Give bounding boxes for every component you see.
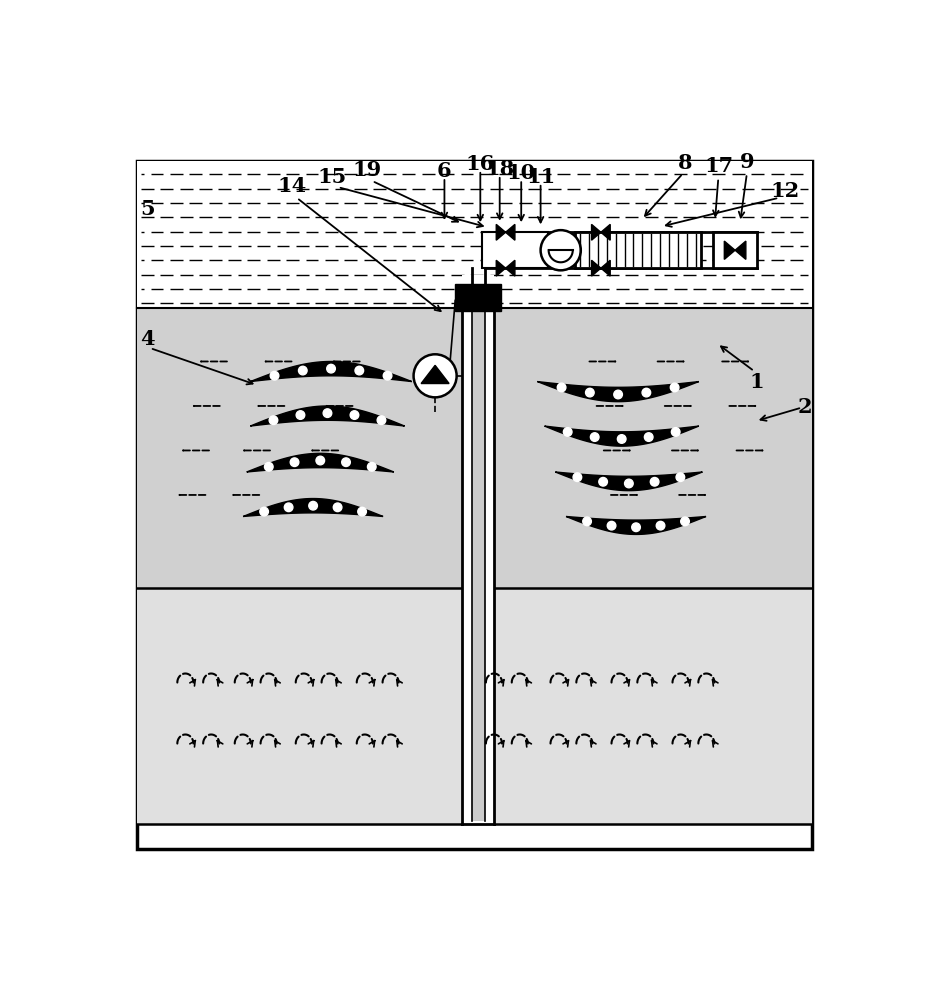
Circle shape: [681, 517, 689, 526]
Polygon shape: [244, 499, 383, 516]
Text: 18: 18: [485, 159, 514, 179]
Circle shape: [624, 479, 633, 488]
Circle shape: [377, 416, 386, 424]
Circle shape: [670, 383, 679, 392]
Circle shape: [308, 501, 318, 510]
Text: 5: 5: [140, 199, 155, 219]
Text: 12: 12: [770, 181, 799, 201]
Circle shape: [270, 371, 279, 380]
Circle shape: [383, 371, 392, 380]
Circle shape: [414, 354, 457, 397]
Circle shape: [350, 411, 358, 419]
Text: 15: 15: [318, 167, 347, 187]
Circle shape: [563, 428, 572, 436]
Circle shape: [296, 411, 305, 419]
Polygon shape: [506, 260, 515, 276]
Bar: [456, 284, 501, 311]
Circle shape: [644, 433, 653, 441]
Polygon shape: [566, 516, 706, 534]
Circle shape: [573, 473, 582, 482]
Polygon shape: [537, 382, 699, 402]
Text: 14: 14: [278, 176, 307, 196]
Bar: [471, 286, 484, 821]
Circle shape: [599, 477, 607, 486]
Text: 2: 2: [797, 397, 812, 417]
Circle shape: [671, 428, 680, 436]
Circle shape: [333, 503, 342, 512]
Circle shape: [368, 462, 376, 471]
Polygon shape: [556, 472, 703, 491]
Polygon shape: [601, 224, 610, 240]
Polygon shape: [724, 241, 735, 259]
Text: 16: 16: [466, 154, 494, 174]
Polygon shape: [246, 453, 394, 472]
Circle shape: [355, 366, 364, 375]
Circle shape: [327, 364, 335, 373]
Circle shape: [557, 383, 566, 392]
Polygon shape: [735, 241, 745, 259]
Circle shape: [323, 409, 332, 417]
Bar: [137, 161, 812, 308]
Text: 9: 9: [740, 152, 755, 172]
Polygon shape: [421, 365, 449, 384]
Circle shape: [342, 458, 350, 467]
Circle shape: [650, 477, 659, 486]
Polygon shape: [250, 361, 412, 382]
Circle shape: [591, 433, 599, 441]
Bar: [462, 275, 494, 828]
Bar: [575, 232, 701, 268]
Bar: [137, 308, 812, 588]
Circle shape: [614, 390, 622, 399]
Circle shape: [642, 388, 651, 397]
Polygon shape: [544, 426, 699, 446]
Bar: [137, 588, 812, 824]
Circle shape: [582, 517, 592, 526]
Circle shape: [284, 503, 293, 512]
Polygon shape: [601, 260, 610, 276]
Circle shape: [632, 523, 641, 532]
Text: 1: 1: [749, 372, 764, 392]
Circle shape: [298, 366, 307, 375]
Circle shape: [316, 456, 325, 465]
Polygon shape: [506, 224, 515, 240]
Text: 8: 8: [678, 153, 692, 173]
Polygon shape: [592, 224, 601, 240]
Polygon shape: [496, 260, 506, 276]
Polygon shape: [496, 224, 506, 240]
Text: 19: 19: [352, 160, 382, 180]
Circle shape: [269, 416, 278, 424]
Circle shape: [676, 473, 684, 482]
Text: 4: 4: [140, 329, 155, 349]
Bar: [713, 232, 757, 268]
Circle shape: [657, 521, 665, 530]
Text: 10: 10: [507, 163, 536, 183]
Text: 11: 11: [526, 167, 556, 187]
Text: 17: 17: [704, 156, 733, 176]
Bar: [482, 232, 548, 268]
Circle shape: [585, 388, 594, 397]
Circle shape: [357, 507, 367, 516]
Circle shape: [290, 458, 299, 467]
Circle shape: [260, 507, 269, 516]
Circle shape: [618, 435, 626, 443]
Polygon shape: [592, 260, 601, 276]
Polygon shape: [250, 406, 405, 426]
Circle shape: [541, 230, 581, 270]
Text: 6: 6: [437, 161, 452, 181]
Circle shape: [265, 462, 273, 471]
Circle shape: [607, 521, 616, 530]
